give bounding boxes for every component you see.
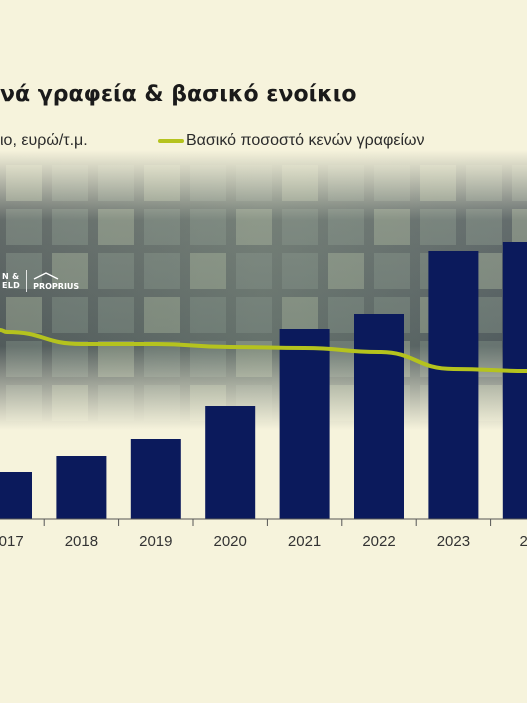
x-tick-label-2022: 2022 [362,533,395,550]
logo-left-text: N & ELD [2,272,20,290]
bar-2018 [56,456,107,519]
bar-2019 [130,439,181,519]
brand-logo: N & ELD PROPRIUS [2,270,79,292]
x-tick-label-2021: 2021 [288,533,321,550]
legend-bar-label: ιο, ευρώ/τ.μ. [0,132,88,149]
logo-divider [26,270,28,292]
bar-2017 [0,472,32,519]
logo-right: PROPRIUS [33,271,80,291]
bar-2020 [205,406,256,519]
chart-title: νά γραφεία & βασικό ενοίκιο [0,82,357,107]
legend-line-swatch [158,139,184,143]
logo-left-line2: ELD [2,281,21,290]
line-layer [0,328,527,373]
legend-line-entry: Βασικό ποσοστό κενών γραφείων [158,132,425,150]
bar-2022 [354,314,404,519]
x-tick-label-2020: 2020 [214,533,247,550]
logo-left-line1: N & [2,272,20,281]
x-tick-label-2023: 2023 [437,533,470,550]
bar-2021 [279,329,330,519]
bar-2023 [428,251,479,519]
legend-line-label: Βασικό ποσοστό κενών γραφείων [186,132,425,149]
bars-layer [0,242,527,519]
bar-20 [502,242,527,519]
logo-right-text: PROPRIUS [33,281,80,291]
x-tick-label-2019: 2019 [139,533,172,550]
x-axis: 2017 2018 2019 2020 2021 2022 2023 20 [0,518,527,550]
vacancy-line [0,328,527,373]
x-tick-label-2017: 2017 [0,533,24,550]
x-tick-label-20: 20 [519,533,527,550]
x-tick-label-2018: 2018 [65,533,98,550]
logo-roof-icon [33,271,59,280]
